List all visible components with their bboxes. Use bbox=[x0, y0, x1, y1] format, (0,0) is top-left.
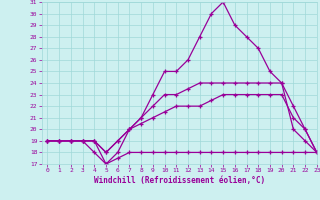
X-axis label: Windchill (Refroidissement éolien,°C): Windchill (Refroidissement éolien,°C) bbox=[94, 176, 265, 185]
